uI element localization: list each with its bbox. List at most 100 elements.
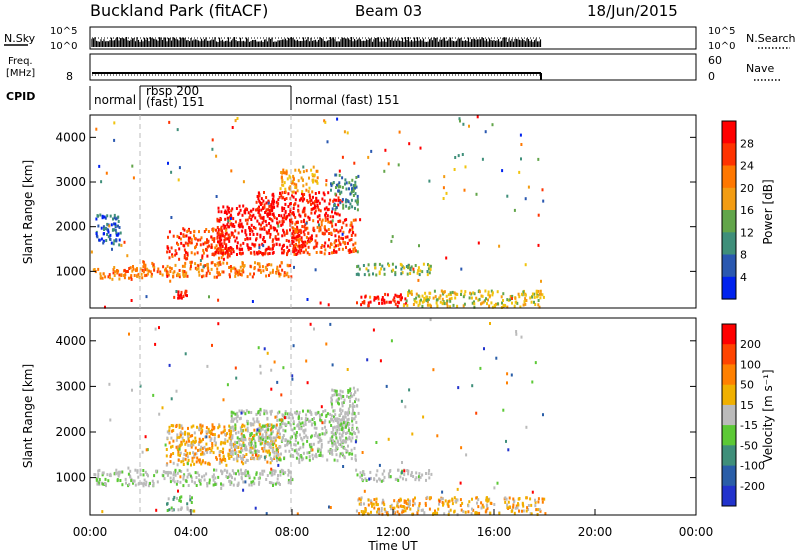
data-cell — [301, 438, 304, 442]
data-cell — [367, 263, 370, 267]
data-cell — [258, 213, 261, 217]
data-cell — [483, 299, 486, 303]
data-cell — [225, 474, 228, 478]
data-cell — [463, 293, 466, 297]
data-cell — [190, 251, 193, 255]
data-cell — [467, 504, 470, 508]
data-cell — [310, 202, 312, 206]
data-cell — [340, 394, 343, 398]
data-cell — [305, 169, 308, 173]
data-cell — [216, 267, 219, 271]
data-cell — [446, 299, 449, 303]
scatter-point — [312, 165, 315, 169]
data-cell — [144, 470, 147, 474]
data-cell — [335, 428, 338, 432]
colorbar-tick-label: -100 — [740, 460, 765, 473]
data-cell — [446, 304, 449, 308]
data-cell — [421, 508, 424, 512]
data-cell — [249, 209, 252, 213]
data-cell — [246, 426, 249, 430]
data-cell — [352, 408, 354, 412]
data-cell — [332, 181, 335, 184]
scatter-point — [184, 352, 187, 356]
data-cell — [383, 301, 386, 305]
data-cell — [305, 226, 308, 230]
data-cell — [341, 451, 344, 455]
scatter-point — [280, 393, 283, 397]
data-cell — [361, 301, 364, 304]
data-cell — [374, 262, 377, 266]
data-cell — [275, 451, 278, 455]
data-cell — [330, 414, 333, 418]
data-cell — [293, 250, 296, 254]
data-cell — [127, 472, 130, 476]
data-cell — [407, 469, 410, 473]
data-cell — [209, 439, 212, 442]
data-cell — [139, 267, 142, 271]
data-cell — [221, 245, 224, 248]
data-cell — [117, 220, 120, 223]
data-cell — [186, 455, 189, 459]
data-cell — [170, 246, 173, 250]
data-cell — [176, 274, 179, 277]
scatter-point — [226, 383, 229, 387]
data-cell — [199, 262, 202, 266]
x-tick-label: 08:00 — [275, 525, 310, 539]
data-cell — [282, 472, 285, 476]
data-cell — [263, 227, 266, 231]
scatter-point — [120, 243, 123, 247]
data-cell — [338, 235, 340, 239]
data-cell — [228, 424, 231, 428]
data-cell — [452, 303, 455, 307]
data-cell — [146, 272, 149, 276]
data-cell — [480, 302, 482, 306]
scatter-point — [177, 489, 179, 493]
data-cell — [336, 419, 338, 423]
data-cell — [403, 500, 406, 504]
data-cell — [323, 244, 326, 248]
data-cell — [356, 301, 358, 305]
data-cell — [525, 509, 528, 513]
scatter-point — [442, 186, 445, 190]
data-cell — [284, 449, 287, 453]
data-cell — [221, 252, 224, 256]
data-cell — [347, 200, 350, 204]
data-cell — [292, 244, 295, 248]
data-cell — [345, 187, 348, 191]
data-cell — [276, 456, 278, 460]
data-cell — [415, 296, 418, 300]
data-cell — [115, 217, 117, 221]
data-cell — [224, 251, 227, 255]
data-cell — [522, 303, 525, 307]
data-cell — [351, 225, 354, 229]
data-cell — [328, 220, 331, 224]
data-cell — [236, 411, 239, 415]
data-cell — [235, 450, 238, 454]
scatter-point — [217, 298, 220, 302]
data-cell — [132, 481, 134, 485]
data-cell — [152, 481, 155, 485]
data-cell — [487, 498, 490, 502]
data-cell — [342, 439, 344, 443]
data-cell — [246, 236, 249, 240]
colorbar-tick-label: -50 — [740, 439, 758, 452]
data-cell — [170, 453, 173, 457]
data-cell — [373, 506, 376, 510]
scatter-point — [461, 153, 464, 156]
data-cell — [310, 234, 313, 238]
data-cell — [487, 298, 489, 302]
data-cell — [221, 229, 223, 233]
data-cell — [371, 502, 374, 506]
data-cell — [341, 390, 344, 394]
data-cell — [277, 269, 280, 273]
data-cell — [171, 254, 174, 258]
data-cell — [517, 503, 520, 507]
data-cell — [400, 504, 402, 508]
data-cell — [335, 393, 338, 397]
data-cell — [308, 252, 311, 256]
colorbar-segment — [722, 445, 736, 466]
data-cell — [251, 275, 254, 279]
data-cell — [114, 224, 117, 228]
data-cell — [259, 442, 262, 446]
nsky-trace — [91, 37, 542, 47]
